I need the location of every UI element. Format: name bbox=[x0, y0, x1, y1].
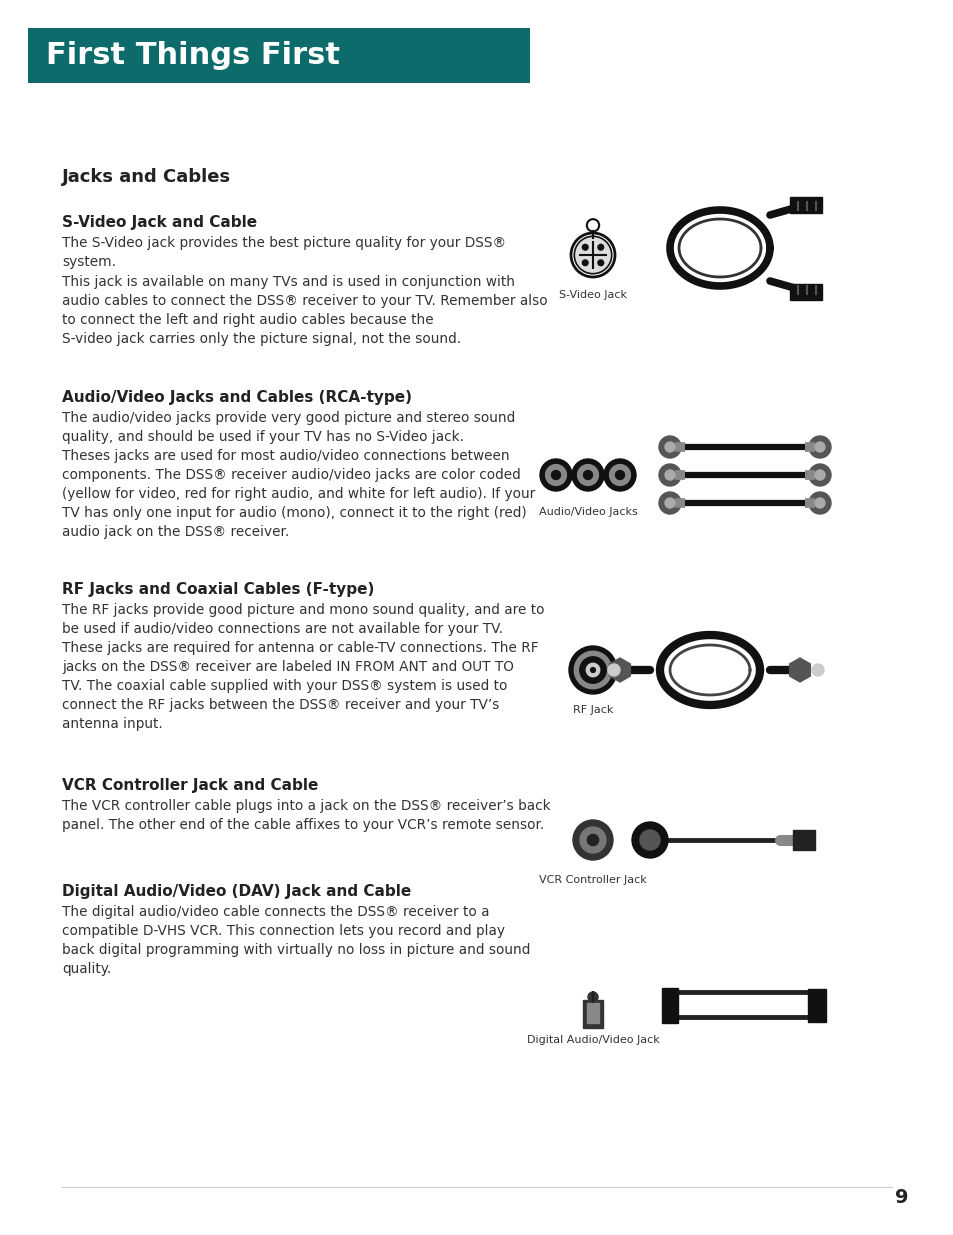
Circle shape bbox=[659, 492, 680, 514]
Circle shape bbox=[577, 464, 598, 485]
Circle shape bbox=[583, 471, 592, 479]
Circle shape bbox=[631, 823, 667, 858]
Circle shape bbox=[587, 992, 598, 1002]
Text: VCR Controller Jack and Cable: VCR Controller Jack and Cable bbox=[62, 778, 318, 793]
Text: VCR Controller Jack: VCR Controller Jack bbox=[538, 876, 646, 885]
Text: 9: 9 bbox=[895, 1188, 908, 1207]
Bar bbox=[582, 1000, 602, 1028]
Bar bbox=[28, 28, 530, 83]
Text: This jack is available on many TVs and is used in conjunction with
audio cables : This jack is available on many TVs and i… bbox=[62, 275, 547, 346]
Text: First Things First: First Things First bbox=[46, 41, 339, 70]
Circle shape bbox=[659, 464, 680, 487]
Text: RF Jacks and Coaxial Cables (F-type): RF Jacks and Coaxial Cables (F-type) bbox=[62, 582, 374, 597]
Circle shape bbox=[615, 471, 624, 479]
Bar bbox=[661, 988, 678, 1023]
Text: S-Video Jack and Cable: S-Video Jack and Cable bbox=[62, 215, 257, 230]
Circle shape bbox=[609, 464, 630, 485]
Circle shape bbox=[808, 436, 830, 458]
Circle shape bbox=[574, 651, 611, 689]
Text: The digital audio/video cable connects the DSS® receiver to a
compatible D-VHS V: The digital audio/video cable connects t… bbox=[62, 905, 530, 976]
Bar bbox=[586, 1003, 598, 1023]
Circle shape bbox=[664, 471, 675, 480]
Circle shape bbox=[586, 663, 599, 677]
Circle shape bbox=[603, 459, 636, 492]
Text: RF Jack: RF Jack bbox=[572, 705, 613, 715]
Circle shape bbox=[568, 646, 617, 694]
Circle shape bbox=[579, 827, 605, 853]
Circle shape bbox=[581, 245, 587, 249]
Circle shape bbox=[639, 830, 659, 850]
Circle shape bbox=[808, 492, 830, 514]
Circle shape bbox=[598, 245, 603, 249]
Circle shape bbox=[581, 259, 587, 266]
Circle shape bbox=[664, 498, 675, 508]
Circle shape bbox=[814, 442, 824, 452]
Circle shape bbox=[598, 259, 603, 266]
Polygon shape bbox=[789, 658, 809, 682]
Text: Audio/Video Jacks and Cables (RCA-type): Audio/Video Jacks and Cables (RCA-type) bbox=[62, 390, 412, 405]
Text: Digital Audio/Video (DAV) Jack and Cable: Digital Audio/Video (DAV) Jack and Cable bbox=[62, 884, 411, 899]
Bar bbox=[789, 284, 821, 300]
Text: S-Video Jack: S-Video Jack bbox=[558, 290, 626, 300]
Circle shape bbox=[664, 442, 675, 452]
Bar bbox=[789, 198, 821, 212]
Circle shape bbox=[551, 471, 560, 479]
Circle shape bbox=[814, 471, 824, 480]
Text: The RF jacks provide good picture and mono sound quality, and are to
be used if : The RF jacks provide good picture and mo… bbox=[62, 603, 544, 636]
Circle shape bbox=[539, 459, 572, 492]
Circle shape bbox=[545, 464, 566, 485]
Text: Theses jacks are used for most audio/video connections between
components. The D: Theses jacks are used for most audio/vid… bbox=[62, 450, 535, 538]
Text: The S-Video jack provides the best picture quality for your DSS®
system.: The S-Video jack provides the best pictu… bbox=[62, 236, 506, 269]
Text: Jacks and Cables: Jacks and Cables bbox=[62, 168, 231, 186]
Text: The audio/video jacks provide very good picture and stereo sound
quality, and sh: The audio/video jacks provide very good … bbox=[62, 411, 515, 443]
Circle shape bbox=[808, 464, 830, 487]
Bar bbox=[792, 830, 814, 850]
Circle shape bbox=[572, 459, 603, 492]
Circle shape bbox=[587, 835, 598, 846]
Text: Audio/Video Jacks: Audio/Video Jacks bbox=[538, 508, 637, 517]
Polygon shape bbox=[609, 658, 630, 682]
Bar bbox=[807, 989, 825, 1023]
Text: The VCR controller cable plugs into a jack on the DSS® receiver’s back
panel. Th: The VCR controller cable plugs into a ja… bbox=[62, 799, 550, 832]
Circle shape bbox=[573, 820, 613, 860]
Text: These jacks are required for antenna or cable-TV connections. The RF
jacks on th: These jacks are required for antenna or … bbox=[62, 641, 538, 731]
Circle shape bbox=[659, 436, 680, 458]
Text: Digital Audio/Video Jack: Digital Audio/Video Jack bbox=[526, 1035, 659, 1045]
Circle shape bbox=[574, 236, 611, 274]
Circle shape bbox=[590, 668, 595, 672]
Circle shape bbox=[814, 498, 824, 508]
Circle shape bbox=[811, 664, 823, 676]
Circle shape bbox=[579, 657, 605, 683]
Circle shape bbox=[607, 664, 619, 676]
